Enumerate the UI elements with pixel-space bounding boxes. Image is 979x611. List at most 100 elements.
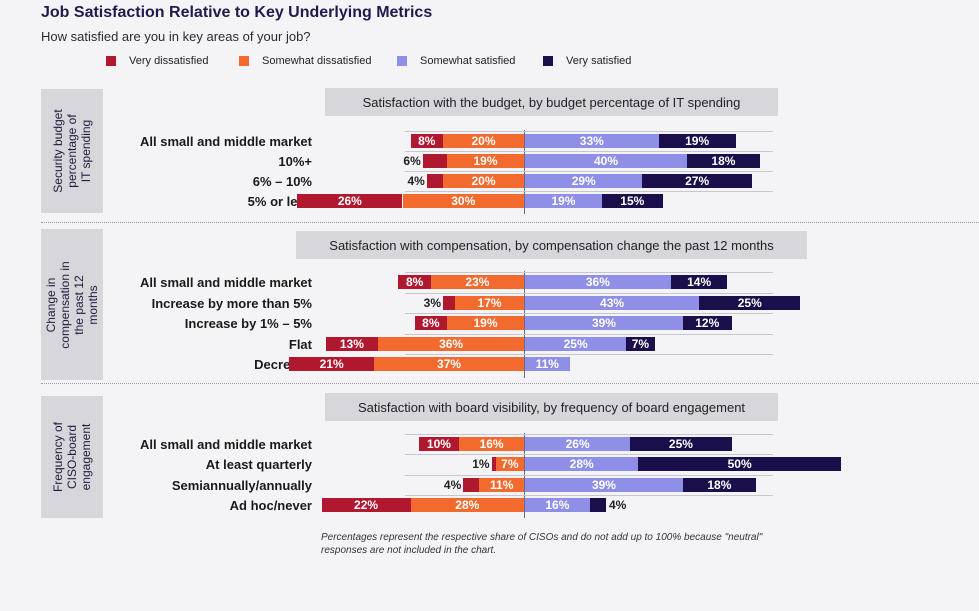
data-label: 10% [426,437,451,451]
data-label: 40% [593,154,619,168]
category-label: Ad hoc/never [229,498,312,513]
bar-somewhat-dissatisfied [402,194,524,208]
category-label: Semiannually/annually [171,478,312,493]
data-label: 39% [591,316,616,330]
data-label: 28% [569,457,594,471]
row-gridline [405,354,773,355]
row-gridline [405,313,773,314]
data-label: 3% [423,296,441,310]
footnote: Percentages represent the respective sha… [321,532,763,556]
row-gridline [405,131,773,132]
legend-swatch [106,56,116,66]
bar-somewhat-dissatisfied [430,275,524,289]
chart-subtitle: How satisfied are you in key areas of yo… [41,29,311,44]
section-divider [41,222,979,223]
data-label: 25% [737,296,762,310]
legend-item: Very dissatisfied [106,55,208,67]
bar-somewhat-dissatisfied [378,337,524,351]
bar-somewhat-satisfied [525,154,687,168]
row-gridline [405,334,773,335]
bar-very-dissatisfied [410,134,443,148]
data-label: 27% [685,174,710,188]
zero-axis-line [524,130,525,214]
data-label: 23% [465,275,490,289]
data-label: 4% [407,174,425,188]
data-label: 20% [471,134,496,148]
row-gridline [405,454,773,455]
row-gridline [405,151,773,152]
bar-very-satisfied [658,134,736,148]
data-label: 12% [695,316,720,330]
chart-title: Job Satisfaction Relative to Key Underly… [41,4,433,21]
panel-title: Satisfaction with board visibility, by f… [325,393,778,421]
row-gridline [405,495,773,496]
data-label: 4% [443,478,462,492]
data-label: 19% [685,134,710,148]
category-label: Flat [288,337,312,352]
legend-item: Very satisfied [543,55,631,67]
bar-somewhat-satisfied [525,296,700,310]
bar-very-satisfied [626,337,655,351]
zero-axis-line [524,271,525,378]
panel-title: Satisfaction with compensation, by compe… [296,231,807,259]
bar-very-satisfied [670,275,728,289]
bar-very-dissatisfied [325,337,379,351]
panel-title: Satisfaction with the budget, by budget … [325,88,778,116]
bar-somewhat-dissatisfied [374,357,524,371]
panel-side-label-text: Security budget percentage of IT spending [51,109,93,193]
data-label: 37% [437,357,462,371]
bar-very-satisfied [699,296,801,310]
category-label: 6% – 10% [252,174,312,189]
data-label: 6% [403,154,421,168]
category-label: 5% or less [247,194,312,209]
legend-label: Very satisfied [566,55,632,67]
panel-side-label-text: Frequency of CISO-board engagement [51,421,93,493]
bar-somewhat-satisfied [525,275,671,289]
bar-somewhat-satisfied [525,478,683,492]
category-label: At least quarterly [205,457,312,472]
bar-somewhat-satisfied [525,174,643,188]
data-label: 11% [535,357,559,371]
data-label: 11% [490,478,514,492]
panel-side-label-text: Change in compensation in the past 12 month… [44,260,100,349]
row-gridline [405,293,773,294]
bar-somewhat-satisfied [525,498,590,512]
bar-very-satisfied [682,316,732,330]
category-label: All small and middle market [140,275,312,290]
bar-very-satisfied [682,478,756,492]
legend-swatch [543,56,553,66]
data-label: 8% [422,316,440,330]
data-label: 1% [472,457,490,471]
bar-somewhat-satisfied [525,316,683,330]
data-label: 19% [473,154,498,168]
bar-somewhat-dissatisfied [443,174,524,188]
bar-somewhat-dissatisfied [455,296,524,310]
data-label: 17% [477,296,502,310]
category-label: All small and middle market [140,437,312,452]
data-label: 33% [579,134,604,148]
data-label: 18% [711,154,736,168]
bar-very-dissatisfied [398,275,431,289]
data-label: 28% [455,498,480,512]
data-label: 26% [565,437,590,451]
bar-somewhat-satisfied [525,357,570,371]
bar-very-dissatisfied [426,174,443,188]
bar-very-dissatisfied [443,296,456,310]
bar-somewhat-dissatisfied [479,478,524,492]
data-label: 43% [600,296,625,310]
bar-very-satisfied [638,457,841,471]
bar-somewhat-dissatisfied [459,437,524,451]
bar-very-dissatisfied [289,357,375,371]
data-label: 19% [551,194,576,208]
bar-very-dissatisfied [422,154,448,168]
data-label: 36% [439,337,464,351]
bar-very-dissatisfied [491,457,496,471]
bar-somewhat-dissatisfied [447,154,524,168]
bar-somewhat-dissatisfied [447,316,524,330]
row-gridline [405,434,773,435]
bar-somewhat-dissatisfied [495,457,524,471]
bar-very-dissatisfied [297,194,403,208]
data-label: 4% [609,498,627,512]
data-label: 36% [585,275,610,289]
data-label: 26% [337,194,362,208]
